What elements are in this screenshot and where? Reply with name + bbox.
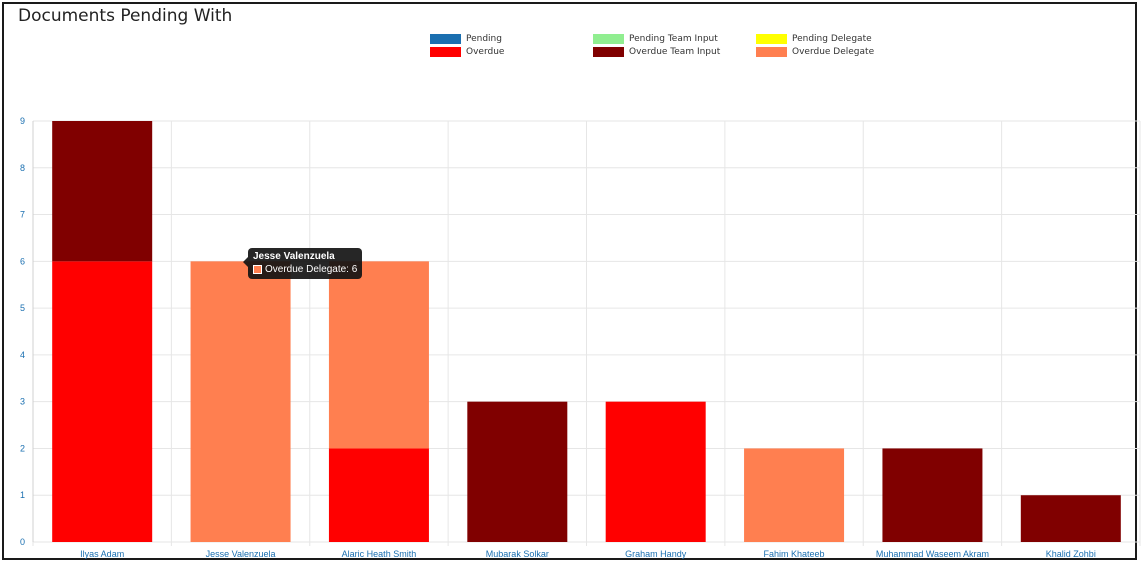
y-tick-label: 3 [20,397,25,407]
chart-tooltip: Jesse Valenzuela Overdue Delegate: 6 [242,248,363,279]
bar-segment [328,261,429,449]
bar-segment [467,401,568,542]
tooltip-swatch [253,265,262,274]
bar-segment [1020,495,1121,542]
y-tick-label: 8 [20,163,25,173]
legend-item[interactable]: Pending [430,34,502,44]
legend-item[interactable]: Pending Team Input [593,34,718,44]
legend-label: Pending Team Input [629,34,718,44]
bar-segment [605,401,706,542]
x-tick-label: Alaric Heath Smith [342,549,417,559]
legend-swatch [593,47,624,57]
bar-segment [882,448,983,542]
y-tick-label: 7 [20,210,25,220]
legend-swatch [430,34,461,44]
y-tick-label: 9 [20,116,25,126]
y-tick-label: 2 [20,443,25,453]
chart-legend: Pending Pending Team Input Pending Delegat… [430,34,930,64]
x-tick-label: Graham Handy [625,549,687,559]
legend-label: Overdue Team Input [629,47,721,57]
chart-title: Documents Pending With [18,6,233,26]
legend-label: Pending [466,34,502,44]
bar-segment [744,448,845,542]
x-tick-label: Ilyas Adam [80,549,124,559]
legend-item[interactable]: Overdue Team Input [593,47,720,57]
bar-segment [190,261,291,542]
y-tick-label: 0 [20,537,25,547]
y-tick-label: 5 [20,303,25,313]
tooltip-title: Jesse Valenzuela [253,251,335,262]
x-tick-label: Fahim Khateeb [764,549,825,559]
legend-swatch [430,47,461,57]
bar-segment [328,448,429,542]
legend-label: Overdue [466,47,505,57]
legend-label: Pending Delegate [792,34,872,44]
legend-item[interactable]: Overdue [430,47,504,57]
legend-swatch [756,47,787,57]
tooltip-text: Overdue Delegate: 6 [265,264,358,275]
legend-item[interactable]: Overdue Delegate [756,47,874,57]
x-tick-label: Muhammad Waseem Akram [876,549,989,559]
y-tick-label: 1 [20,490,25,500]
x-tick-label: Jesse Valenzuela [206,549,276,559]
x-tick-label: Khalid Zohbi [1046,549,1096,559]
bar-segment [52,261,153,542]
y-tick-label: 4 [20,350,25,360]
legend-swatch [756,34,787,44]
legend-swatch [593,34,624,44]
legend-item[interactable]: Pending Delegate [756,34,872,44]
x-tick-label: Mubarak Solkar [486,549,549,559]
y-tick-label: 6 [20,256,25,266]
legend-label: Overdue Delegate [792,47,875,57]
bar-segment [52,121,153,262]
